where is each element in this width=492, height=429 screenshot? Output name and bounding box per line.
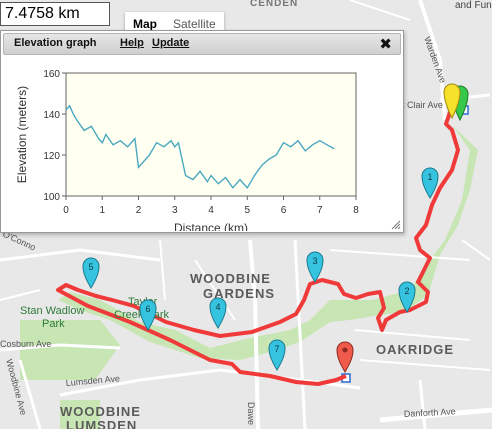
park-label: Park — [42, 318, 65, 330]
neighborhood-label: GARDENS — [203, 286, 275, 301]
route-marker-label: 1 — [427, 172, 432, 182]
start-marker[interactable] — [443, 83, 469, 122]
place-label: and Fune — [455, 0, 492, 11]
neighborhood-label: LUMSDEN — [66, 418, 137, 429]
route-marker-label: 2 — [404, 286, 409, 296]
route-marker-3[interactable]: 3 — [306, 251, 324, 283]
neighborhood-label: OAKRIDGE — [376, 342, 454, 357]
neighborhood-label: WOODBINE — [60, 404, 141, 419]
neighborhood-label: WOODBINE — [190, 271, 271, 286]
map-tab[interactable]: Map — [133, 17, 157, 31]
park-label: Stan Wadlow — [20, 305, 84, 317]
route-marker-7[interactable]: 7 — [268, 339, 286, 371]
neighborhood-label: CENDEN — [250, 0, 298, 9]
street-label: t Clair Ave — [402, 100, 443, 110]
x-axis-label: Distance (km) — [174, 221, 248, 231]
route-line — [56, 111, 460, 386]
x-tick-label: 0 — [63, 205, 69, 216]
route-marker-5[interactable]: 5 — [82, 257, 100, 289]
street-label: Danforth Ave — [404, 406, 456, 419]
y-tick-label: 160 — [43, 69, 60, 80]
panel-title: Elevation graph — [14, 37, 97, 49]
street-label: Dawe — [246, 402, 256, 425]
update-link[interactable]: Update — [152, 37, 190, 49]
route-marker-label: 4 — [215, 302, 220, 312]
x-tick-label: 4 — [208, 205, 214, 216]
close-icon[interactable]: ✖ — [379, 35, 392, 53]
route-marker-6[interactable]: 6 — [139, 299, 157, 331]
route-marker-4[interactable]: 4 — [209, 297, 227, 329]
y-tick-label: 140 — [43, 110, 60, 121]
x-tick-label: 2 — [136, 205, 142, 216]
x-tick-label: 3 — [172, 205, 178, 216]
x-tick-label: 1 — [99, 205, 105, 216]
elevation-chart: 0 1 2 3 4 5 6 7 8 100 120 140 160 Distance (km) Elevat… — [15, 69, 359, 231]
elevation-series-line — [65, 104, 335, 189]
help-link[interactable]: Help — [120, 37, 144, 49]
x-tick-label: 7 — [317, 205, 323, 216]
route-marker-label: 6 — [145, 304, 150, 314]
plot-area — [65, 72, 357, 197]
resize-grip-icon[interactable] — [391, 220, 401, 230]
panel-header[interactable]: Elevation graph Help Update ✖ — [3, 33, 401, 55]
distance-readout: 7.4758 km — [0, 2, 110, 26]
park-areas — [20, 125, 478, 429]
elevation-graph-panel: Elevation graph Help Update ✖ 0 1 2 3 4 5 6 7 8 1… — [0, 30, 404, 233]
street-label: Lumsden Ave — [65, 373, 120, 388]
satellite-tab[interactable]: Satellite — [173, 17, 216, 31]
route-marker-label: 3 — [312, 256, 317, 266]
y-tick-label: 120 — [43, 151, 60, 162]
street-label: Cosburn Ave — [0, 339, 51, 349]
x-tick-label: 5 — [244, 205, 250, 216]
y-axis-label: Elevation (meters) — [15, 86, 29, 183]
x-tick-label: 6 — [281, 205, 287, 216]
route-marker-label: 5 — [88, 262, 93, 272]
x-tick-label: 8 — [353, 205, 359, 216]
end-marker[interactable] — [336, 341, 354, 373]
route-markers: 1 2 3 4 5 6 7 — [82, 167, 439, 371]
route-marker-1[interactable]: 1 — [421, 167, 439, 199]
route-marker-label: 7 — [274, 344, 279, 354]
y-tick-label: 100 — [43, 192, 60, 203]
route-marker-2[interactable]: 2 — [398, 281, 416, 313]
